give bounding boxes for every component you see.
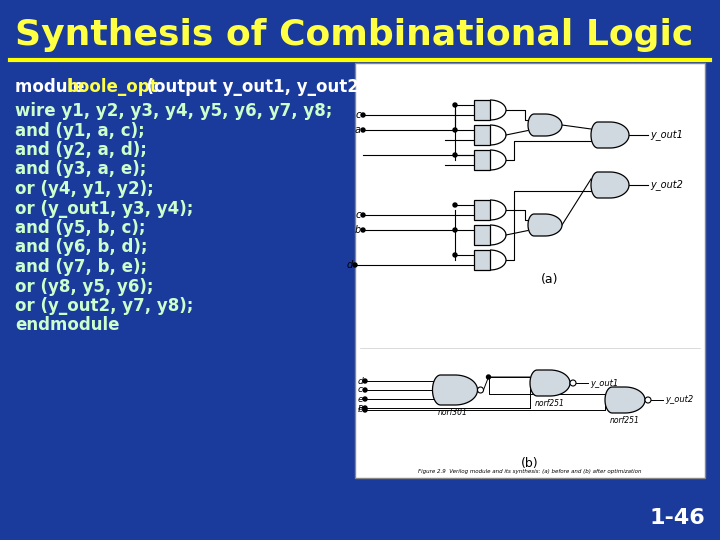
Text: d: d	[347, 260, 353, 270]
Text: and (y6, b, d);: and (y6, b, d);	[15, 239, 148, 256]
Text: 1-46: 1-46	[649, 508, 705, 528]
Circle shape	[361, 128, 365, 132]
Circle shape	[453, 103, 457, 107]
Text: (output y_out1, y_out2, input a, b, c, d, e);: (output y_out1, y_out2, input a, b, c, d…	[135, 78, 544, 96]
Polygon shape	[474, 250, 490, 270]
Text: (a): (a)	[541, 273, 559, 286]
Text: b: b	[355, 225, 361, 235]
Text: norf301: norf301	[438, 408, 468, 417]
Text: or (y_out2, y7, y8);: or (y_out2, y7, y8);	[15, 297, 194, 315]
Text: norf251: norf251	[535, 399, 565, 408]
Text: c: c	[358, 386, 363, 395]
Circle shape	[363, 406, 367, 410]
Circle shape	[353, 263, 357, 267]
Circle shape	[363, 379, 367, 383]
Polygon shape	[528, 214, 562, 236]
Polygon shape	[474, 200, 490, 220]
Circle shape	[361, 228, 365, 232]
Polygon shape	[474, 150, 490, 170]
Text: norf251: norf251	[610, 416, 640, 425]
Text: y_out1: y_out1	[650, 130, 683, 140]
Circle shape	[453, 203, 457, 207]
Text: Figure 2.9  Verilog module and its synthesis: (a) before and (b) after optimizat: Figure 2.9 Verilog module and its synthe…	[418, 469, 642, 474]
Text: y_out2: y_out2	[665, 395, 693, 404]
Text: endmodule: endmodule	[15, 316, 120, 334]
Text: or (y4, y1, y2);: or (y4, y1, y2);	[15, 180, 154, 198]
Text: Synthesis of Combinational Logic: Synthesis of Combinational Logic	[15, 18, 693, 52]
Polygon shape	[433, 375, 477, 405]
Circle shape	[645, 397, 651, 403]
Text: boole_opt: boole_opt	[67, 78, 158, 96]
Circle shape	[453, 128, 457, 132]
Polygon shape	[591, 172, 629, 198]
Text: and (y3, a, e);: and (y3, a, e);	[15, 160, 146, 179]
Polygon shape	[474, 225, 490, 245]
Text: d: d	[357, 376, 363, 386]
Text: or (y_out1, y3, y4);: or (y_out1, y3, y4);	[15, 199, 194, 218]
Text: or (y8, y5, y6);: or (y8, y5, y6);	[15, 278, 153, 295]
Text: b: b	[357, 406, 363, 415]
Text: and (y7, b, e);: and (y7, b, e);	[15, 258, 147, 276]
Circle shape	[363, 408, 367, 412]
Text: a: a	[355, 125, 361, 135]
Text: (b): (b)	[521, 456, 539, 469]
Circle shape	[487, 375, 490, 379]
Circle shape	[453, 153, 457, 157]
Text: c: c	[356, 210, 361, 220]
Circle shape	[570, 380, 576, 386]
Text: module: module	[15, 78, 90, 96]
Polygon shape	[530, 370, 570, 396]
Text: wire y1, y2, y3, y4, y5, y6, y7, y8;: wire y1, y2, y3, y4, y5, y6, y7, y8;	[15, 102, 333, 120]
Text: y_out2: y_out2	[650, 179, 683, 191]
Text: and (y2, a, d);: and (y2, a, d);	[15, 141, 147, 159]
Circle shape	[361, 113, 365, 117]
Polygon shape	[605, 387, 645, 413]
Text: and (y5, b, c);: and (y5, b, c);	[15, 219, 145, 237]
Circle shape	[361, 213, 365, 217]
FancyBboxPatch shape	[355, 63, 705, 478]
Circle shape	[363, 388, 367, 392]
Text: c: c	[356, 110, 361, 120]
Polygon shape	[528, 114, 562, 136]
Polygon shape	[474, 100, 490, 120]
Text: e: e	[358, 395, 363, 403]
Circle shape	[477, 387, 484, 393]
Circle shape	[453, 253, 457, 257]
Text: a: a	[358, 403, 363, 413]
Text: y_out1: y_out1	[590, 379, 618, 388]
Circle shape	[453, 228, 457, 232]
Polygon shape	[591, 122, 629, 148]
Circle shape	[363, 397, 367, 401]
Polygon shape	[474, 125, 490, 145]
Text: and (y1, a, c);: and (y1, a, c);	[15, 122, 145, 139]
